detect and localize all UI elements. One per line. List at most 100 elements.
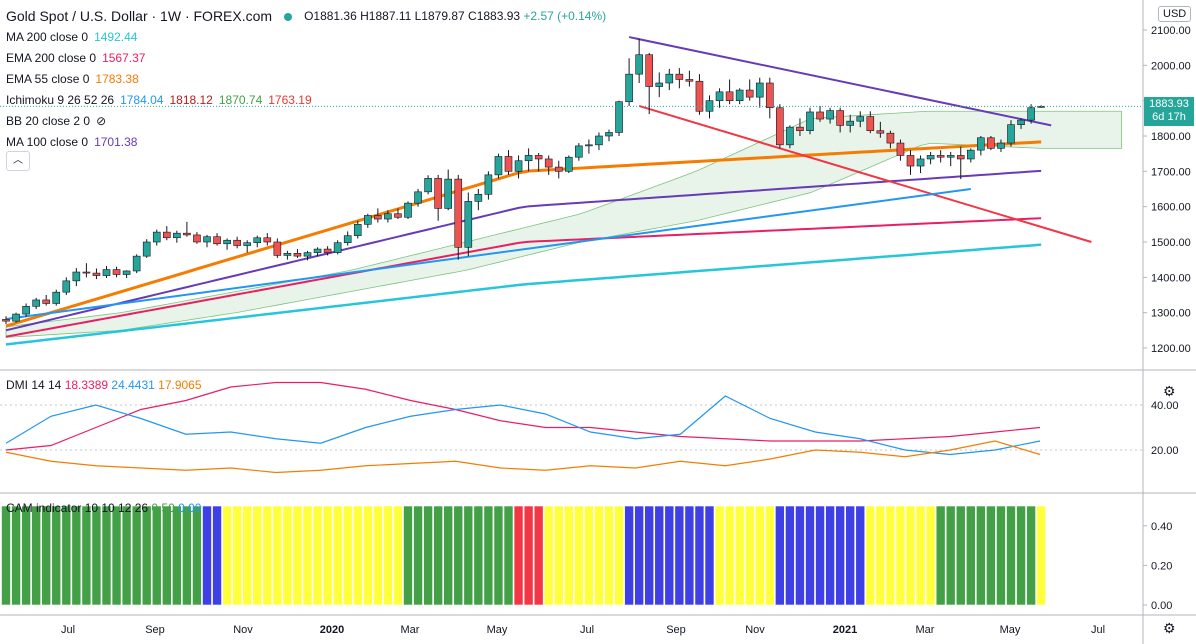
indicator-label: Ichimoku 9 26 52 26 — [6, 93, 115, 107]
candle-body — [363, 215, 372, 225]
cam-bar — [996, 505, 1006, 606]
candle-body — [655, 82, 664, 87]
cam-bar — [574, 505, 584, 606]
cam-bar — [664, 505, 675, 606]
price-tick-label: 1300.00 — [1151, 308, 1191, 320]
cam-bar — [654, 505, 665, 606]
candle-body — [615, 101, 623, 133]
candle-body — [675, 73, 684, 80]
time-axis-label: May — [487, 624, 508, 636]
price-tick-label: 1700.00 — [1151, 166, 1191, 178]
time-axis-label: 2021 — [833, 624, 857, 636]
candle-body — [12, 313, 20, 322]
time-axis-label: Jul — [1091, 624, 1105, 636]
candle-body — [625, 73, 633, 103]
cam-bar — [523, 505, 534, 606]
gear-icon-bottom[interactable]: ⚙ — [1163, 620, 1176, 636]
cam-bar — [332, 505, 343, 606]
candle-body — [936, 155, 945, 158]
cam-bar — [955, 505, 966, 606]
price-tick-label: 1400.00 — [1151, 272, 1191, 284]
candle-body — [112, 269, 121, 275]
candle-body — [82, 271, 91, 274]
cam-bar — [131, 505, 142, 606]
cam-bar — [362, 505, 373, 606]
ma100-line — [5, 169, 1042, 332]
chevron-up-icon: ︿ — [13, 155, 23, 166]
candle-body — [223, 239, 231, 245]
hidden-eye-icon[interactable]: ⊘ — [96, 114, 107, 128]
cam-bar — [895, 505, 906, 606]
candle-body — [293, 253, 302, 257]
indicator-row[interactable]: EMA 55 close 0 1783.38 — [6, 69, 606, 90]
cam-bar — [182, 505, 192, 606]
indicator-row[interactable]: BB 20 close 2 0 ⊘ — [6, 111, 606, 132]
candle-body — [725, 91, 734, 101]
pane-value: 0.00 — [178, 501, 202, 515]
cam-bar — [212, 505, 222, 606]
candle-body — [414, 191, 422, 204]
cam-bar — [41, 505, 52, 606]
cam-bar — [423, 505, 433, 606]
cam-bar — [965, 505, 976, 606]
candle-body — [374, 215, 382, 220]
close-value: C1883.93 — [468, 9, 521, 23]
indicator-label: BB 20 close 2 0 — [6, 114, 91, 128]
symbol-title[interactable]: Gold Spot / U.S. Dollar · 1W · FOREX.com — [6, 8, 273, 24]
cam-bar — [674, 505, 685, 606]
cam-bar — [885, 505, 896, 606]
di-plus-line — [5, 395, 1041, 456]
indicator-value: 1492.44 — [94, 30, 138, 44]
cam-bar — [925, 505, 936, 606]
cam-bar — [986, 505, 996, 606]
candle-body — [695, 80, 704, 112]
gear-icon[interactable]: ⚙ — [1163, 383, 1176, 399]
cam-bar — [1006, 505, 1016, 606]
cam-bar — [483, 505, 494, 606]
indicator-row[interactable]: MA 100 close 0 1701.38 — [6, 132, 606, 153]
candle-body — [575, 145, 583, 158]
candle-body — [42, 299, 51, 304]
cam-legend: CAM indicator 10 10 12 26 0.50 0.00 — [6, 501, 201, 515]
cam-bar — [352, 505, 363, 606]
candle-body — [243, 242, 251, 246]
indicator-row[interactable]: Ichimoku 9 26 52 26 1784.04 1818.12 1870.74… — [6, 90, 606, 111]
candle-body — [504, 156, 513, 172]
cam-bar — [151, 505, 162, 606]
cam-bar — [11, 505, 21, 606]
candle-body — [434, 178, 442, 209]
cam-bar — [835, 505, 845, 606]
cam-bar — [413, 505, 423, 606]
indicator-row[interactable]: MA 200 close 0 1492.44 — [6, 27, 606, 48]
cam-bar — [51, 505, 62, 606]
candle-body — [253, 237, 262, 244]
cam-bar — [533, 505, 544, 606]
cam-bar — [614, 505, 624, 606]
candle-body — [534, 155, 543, 160]
candle-body — [786, 126, 794, 146]
indicator-list: MA 200 close 0 1492.44 EMA 200 close 0 1567… — [6, 27, 606, 153]
currency-badge[interactable]: USD — [1158, 6, 1192, 22]
candle-body — [142, 241, 151, 257]
di-minus-line — [5, 440, 1041, 474]
indicator-label: EMA 200 close 0 — [6, 51, 97, 65]
time-axis-label: Nov — [233, 624, 253, 636]
cam-bar — [1016, 505, 1026, 606]
cam-bar — [443, 505, 454, 606]
symbol-row: Gold Spot / U.S. Dollar · 1W · FOREX.com… — [6, 6, 606, 27]
cam-bar — [875, 505, 886, 606]
indicator-row[interactable]: EMA 200 close 0 1567.37 — [6, 48, 606, 69]
collapse-legend-button[interactable]: ︿ — [6, 151, 30, 171]
cam-bar — [584, 505, 594, 606]
cam-bar — [594, 505, 604, 606]
cam-bar — [292, 505, 303, 606]
ema200-line — [5, 217, 1042, 338]
cam-bar — [865, 505, 876, 606]
cam-bar — [734, 505, 745, 606]
indicator-value: 1784.04 — [120, 93, 164, 107]
candle-body — [474, 194, 483, 202]
cam-bar — [453, 505, 464, 606]
candle-body — [946, 155, 955, 158]
dmi-legend: DMI 14 14 18.3389 24.4431 17.9065 — [6, 378, 202, 392]
